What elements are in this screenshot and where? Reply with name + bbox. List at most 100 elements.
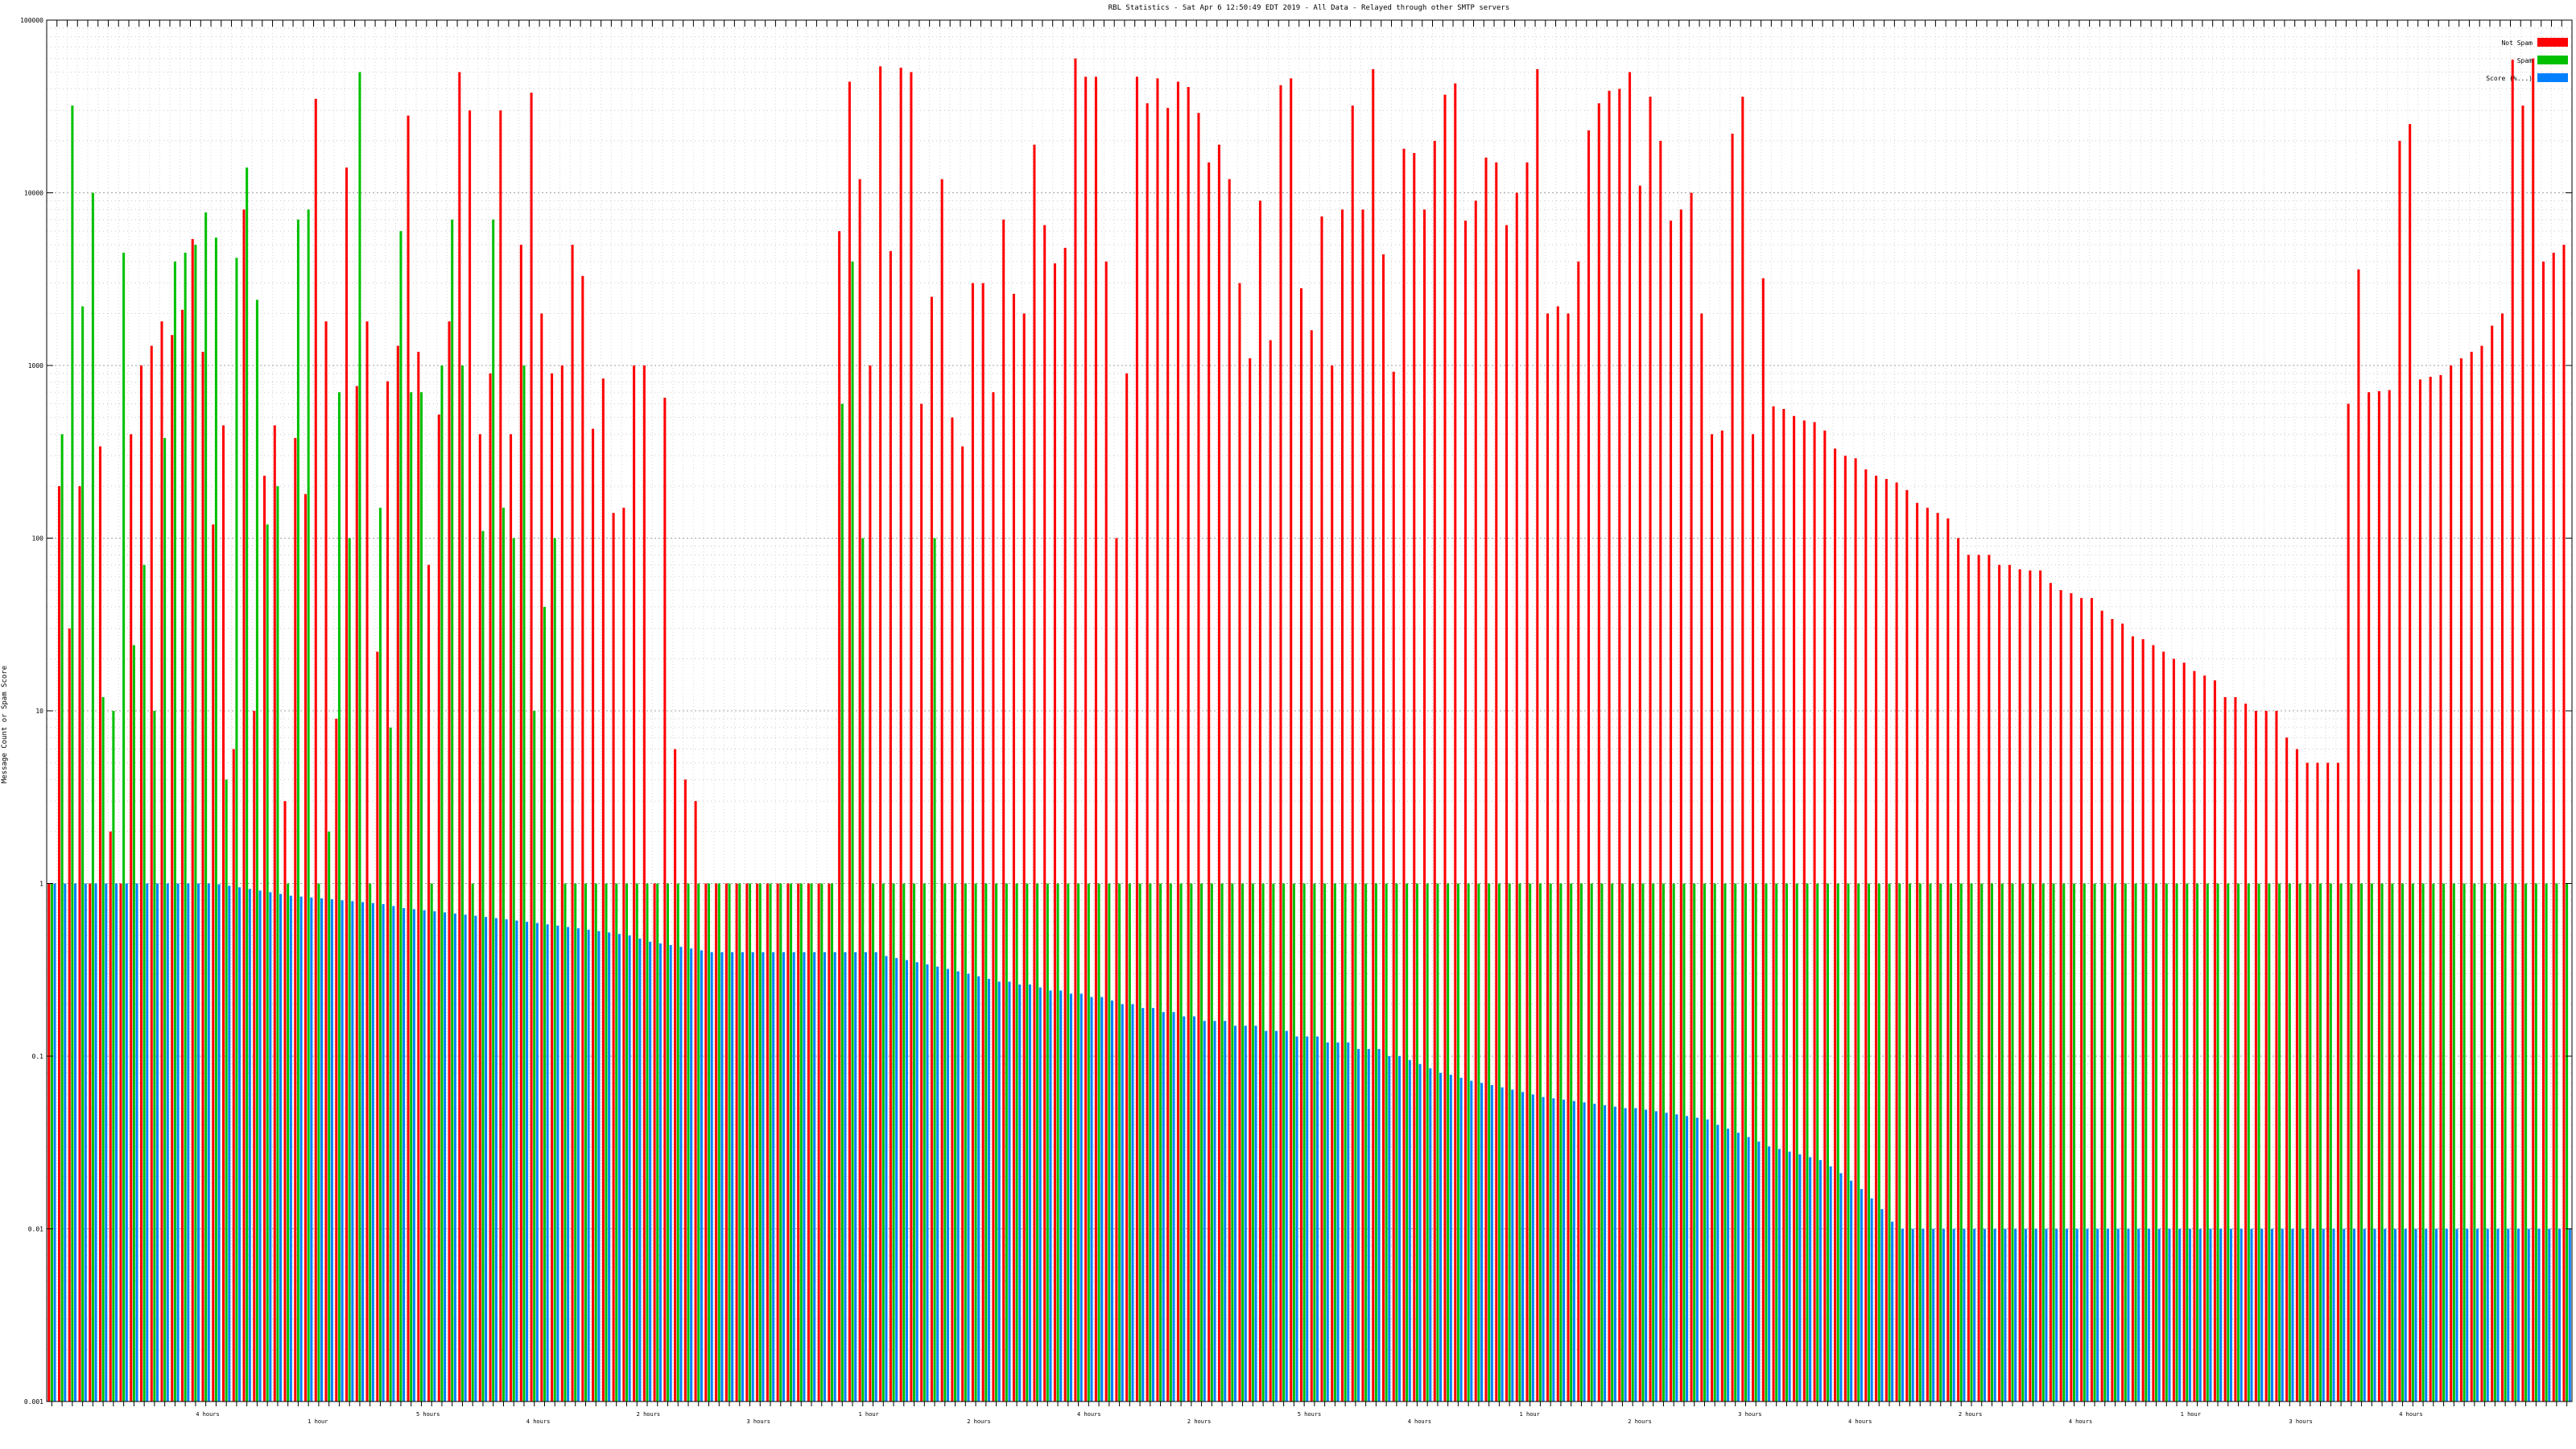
bar-score — [2537, 1228, 2541, 1402]
bar-spam — [214, 237, 217, 1402]
x-tick-label: 4 hours — [2399, 1411, 2423, 1418]
x-tick-label: 4 hours — [196, 1411, 220, 1418]
bar-not-spam — [130, 434, 133, 1402]
bar-not-spam — [2532, 58, 2535, 1402]
bar-score — [792, 952, 795, 1402]
bar-spam — [1436, 883, 1439, 1402]
bar-not-spam — [417, 352, 420, 1402]
bar-score — [895, 958, 898, 1402]
bar-score — [741, 952, 744, 1402]
bar-spam — [440, 365, 444, 1402]
bar-spam — [1867, 883, 1871, 1402]
bar-spam — [2041, 883, 2045, 1402]
bar-spam — [769, 883, 772, 1402]
bar-score — [1932, 1228, 1935, 1402]
bar-spam — [985, 883, 988, 1402]
bar-not-spam — [786, 883, 790, 1402]
bar-spam — [2021, 883, 2025, 1402]
bar-not-spam — [232, 749, 235, 1402]
bar-not-spam — [376, 651, 379, 1402]
bar-score — [269, 892, 272, 1402]
bar-score — [936, 966, 939, 1402]
bar-not-spam — [478, 434, 481, 1402]
bar-not-spam — [2470, 352, 2473, 1402]
bar-score — [782, 952, 785, 1402]
bar-not-spam — [797, 883, 800, 1402]
bar-spam — [287, 883, 290, 1402]
bar-score — [1347, 1042, 1350, 1402]
bar-not-spam — [1711, 434, 1714, 1402]
bar-score — [361, 902, 365, 1402]
bar-not-spam — [221, 425, 225, 1402]
bar-not-spam — [242, 209, 246, 1402]
bar-spam — [1026, 883, 1029, 1402]
bar-score — [2384, 1228, 2387, 1402]
bar-not-spam — [683, 779, 687, 1402]
bar-spam — [492, 219, 495, 1402]
bar-not-spam — [2203, 675, 2207, 1402]
bar-not-spam — [139, 365, 143, 1402]
bar-not-spam — [324, 321, 328, 1402]
y-tick-label: 0.1 — [32, 1053, 44, 1060]
bar-not-spam — [1012, 293, 1015, 1402]
bar-not-spam — [2552, 252, 2555, 1402]
bar-not-spam — [992, 392, 995, 1402]
bar-not-spam — [1536, 68, 1539, 1402]
bar-spam — [2566, 883, 2569, 1402]
bar-not-spam — [1752, 434, 1755, 1402]
bar-score — [1511, 1089, 1514, 1402]
bar-not-spam — [1402, 148, 1406, 1402]
bar-spam — [2493, 883, 2496, 1402]
bar-not-spam — [1094, 76, 1097, 1402]
bar-not-spam — [601, 378, 605, 1402]
bar-not-spam — [355, 386, 358, 1402]
bar-score — [1521, 1092, 1525, 1402]
bar-score — [926, 964, 929, 1402]
bar-score — [2014, 1228, 2017, 1402]
bar-not-spam — [2162, 651, 2165, 1402]
bar-score — [1501, 1087, 1504, 1402]
bar-not-spam — [2347, 403, 2350, 1402]
bar-score — [1439, 1072, 1443, 1402]
bar-spam — [1323, 883, 1327, 1402]
bar-spam — [2165, 883, 2168, 1402]
bar-score — [485, 917, 488, 1402]
bar-spam — [1447, 883, 1450, 1402]
bar-not-spam — [1125, 373, 1129, 1402]
legend-label: Not Spam — [2501, 39, 2533, 47]
bar-spam — [1508, 883, 1511, 1402]
bar-not-spam — [2018, 569, 2021, 1402]
bar-score — [474, 915, 477, 1402]
bar-spam — [2360, 883, 2363, 1402]
bar-not-spam — [776, 883, 779, 1402]
bar-not-spam — [1854, 458, 1857, 1402]
bar-spam — [840, 403, 844, 1402]
bar-not-spam — [735, 883, 738, 1402]
bar-not-spam — [766, 883, 769, 1402]
bar-spam — [2524, 883, 2528, 1402]
bar-spam — [194, 245, 197, 1402]
bar-not-spam — [2521, 105, 2524, 1402]
bar-not-spam — [622, 507, 625, 1402]
bar-score — [382, 904, 385, 1402]
bar-not-spam — [1813, 422, 1816, 1402]
bar-spam — [184, 252, 187, 1402]
bar-not-spam — [940, 179, 943, 1402]
bar-score — [2270, 1228, 2273, 1402]
bar-not-spam — [1392, 371, 1395, 1402]
bar-not-spam — [1967, 555, 1970, 1402]
bar-score — [53, 883, 56, 1402]
bar-score — [1018, 984, 1022, 1402]
bar-score — [1736, 1133, 1740, 1402]
bar-not-spam — [756, 883, 759, 1402]
bar-spam — [317, 883, 320, 1402]
bar-spam — [91, 192, 94, 1402]
bar-spam — [820, 883, 824, 1402]
bar-spam — [2514, 883, 2517, 1402]
bar-spam — [1888, 883, 1891, 1402]
bar-score — [690, 948, 693, 1402]
bar-spam — [1354, 883, 1357, 1402]
bar-spam — [779, 883, 782, 1402]
bar-score — [1818, 1160, 1822, 1402]
x-tick-label: 5 hours — [1298, 1411, 1322, 1418]
